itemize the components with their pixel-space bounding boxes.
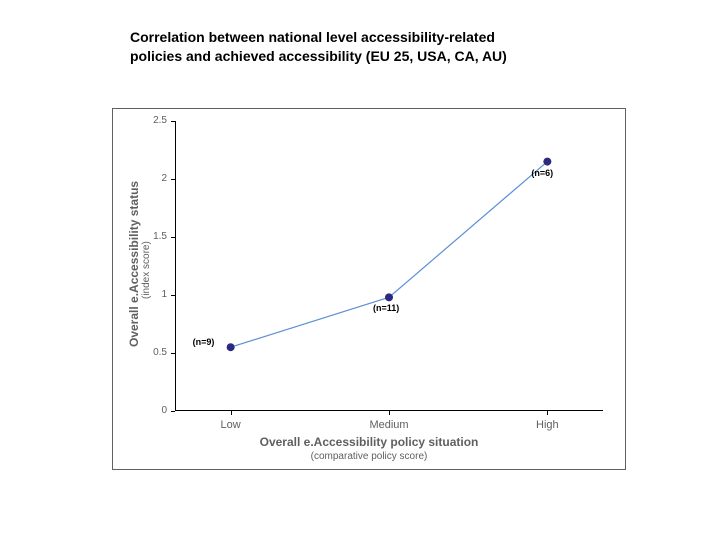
title-line-2: policies and achieved accessibility (EU …: [130, 48, 507, 64]
y-tick-label: 0: [137, 405, 167, 416]
y-axis-label: Overall e.Accessibility status: [127, 181, 141, 347]
data-point: [227, 343, 235, 351]
y-tick-label: 1.5: [137, 231, 167, 242]
x-tick: [231, 411, 232, 415]
series-markers: [227, 158, 552, 352]
x-axis-sublabel: (comparative policy score): [219, 451, 519, 462]
data-point: [543, 158, 551, 166]
chart-frame: Overall e.Accessibility status (index sc…: [112, 108, 626, 470]
y-tick: [171, 411, 175, 412]
data-point-label: (n=11): [373, 303, 399, 313]
x-tick-label: Low: [191, 419, 271, 431]
plot-area: 00.511.522.5 LowMediumHigh (n=9)(n=11)(n…: [175, 121, 603, 411]
y-tick-label: 0.5: [137, 347, 167, 358]
series-line: [231, 162, 548, 348]
y-tick-label: 2: [137, 173, 167, 184]
y-tick-label: 1: [137, 289, 167, 300]
x-tick: [547, 411, 548, 415]
x-tick-label: High: [507, 419, 587, 431]
chart-title: Correlation between national level acces…: [130, 28, 610, 66]
data-point: [385, 293, 393, 301]
data-point-label: (n=9): [193, 337, 215, 347]
chart-svg: [175, 121, 603, 411]
y-tick-label: 2.5: [137, 115, 167, 126]
data-point-label: (n=6): [531, 168, 553, 178]
title-line-1: Correlation between national level acces…: [130, 29, 495, 45]
x-axis-label: Overall e.Accessibility policy situation: [219, 435, 519, 449]
x-tick: [389, 411, 390, 415]
x-tick-label: Medium: [349, 419, 429, 431]
